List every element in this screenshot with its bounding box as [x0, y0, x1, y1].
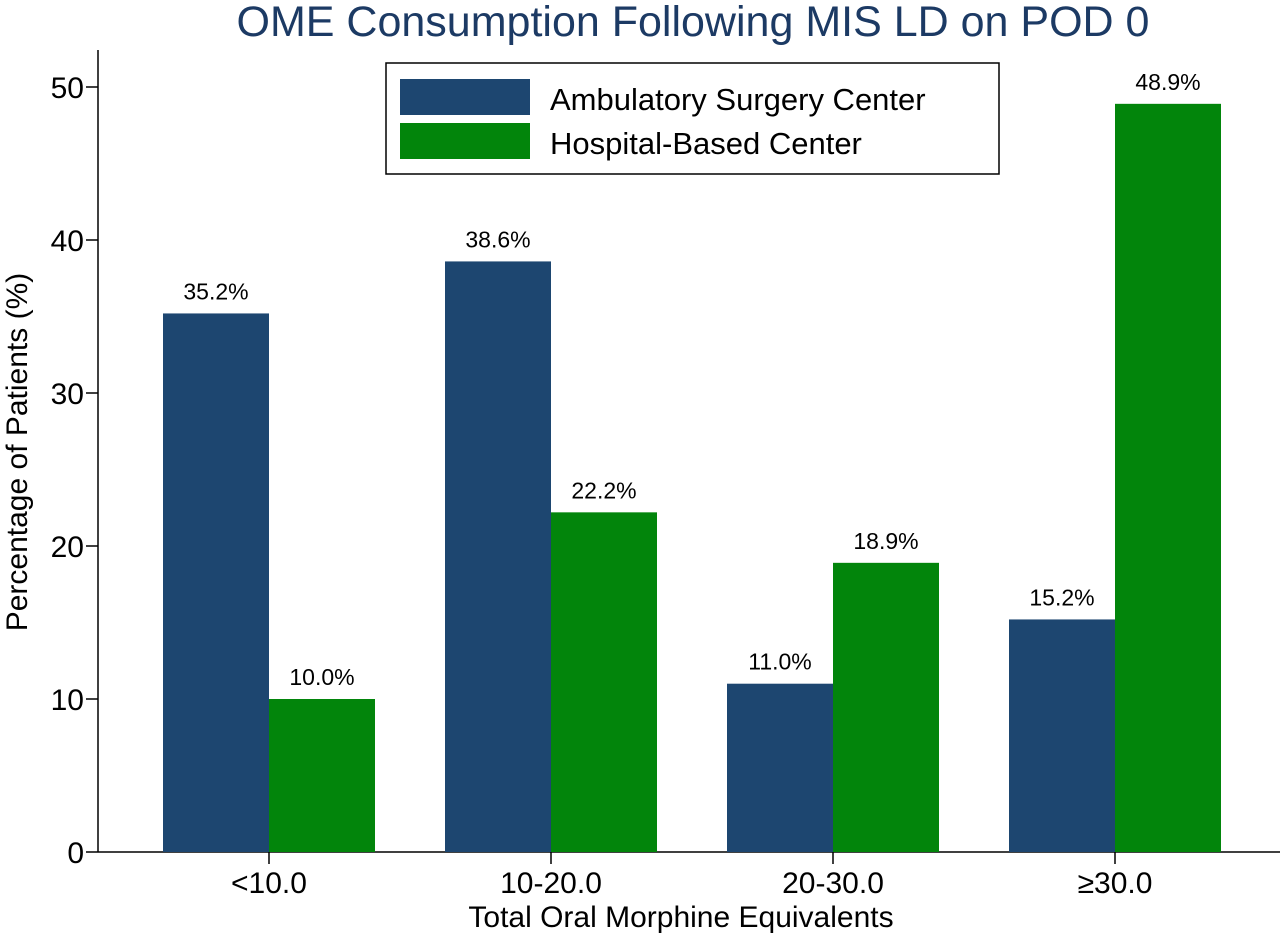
chart-title: OME Consumption Following MIS LD on POD … [237, 0, 1150, 46]
bar-hospital-2 [833, 562, 939, 852]
bar-ambulatory-3 [1009, 619, 1115, 852]
bar-ambulatory-2 [727, 683, 833, 852]
y-tick-label: 30 [51, 378, 84, 411]
bar-hospital-0 [269, 699, 375, 852]
legend-swatch [400, 123, 530, 159]
data-label: 38.6% [465, 226, 530, 252]
data-label: 48.9% [1135, 69, 1200, 95]
y-tick-label: 50 [51, 72, 84, 105]
bar-hospital-1 [551, 512, 657, 852]
legend-label: Hospital-Based Center [550, 126, 862, 161]
x-axis: <10.0 10-20.0 20-30.0 ≥30.0 [98, 851, 1280, 900]
y-tick-label: 0 [67, 837, 84, 870]
bars-group [163, 103, 1221, 852]
y-axis-title: Percentage of Patients (%) [1, 273, 34, 632]
bar-ambulatory-1 [445, 261, 551, 852]
data-label: 11.0% [748, 649, 812, 675]
data-label: 10.0% [289, 664, 354, 690]
legend: Ambulatory Surgery Center Hospital-Based … [385, 62, 1000, 175]
data-label: 22.2% [571, 477, 636, 503]
x-tick-label: 20-30.0 [782, 867, 884, 900]
data-label: 35.2% [183, 278, 248, 304]
bar-hospital-3 [1115, 103, 1221, 852]
x-axis-title: Total Oral Morphine Equivalents [468, 901, 893, 934]
y-tick-label: 20 [51, 531, 84, 564]
legend-swatch [400, 79, 530, 115]
y-tick-label: 40 [51, 225, 84, 258]
bar-ambulatory-0 [163, 313, 269, 852]
x-tick-label: 10-20.0 [500, 867, 602, 900]
data-label: 15.2% [1029, 584, 1094, 610]
x-tick-label: ≥30.0 [1078, 867, 1153, 900]
y-tick-label: 10 [51, 684, 84, 717]
data-labels-group: 35.2% 38.6% 11.0% 15.2% 10.0% 22.2% 18.9% 48.9% [183, 69, 1200, 690]
x-tick-label: <10.0 [231, 867, 307, 900]
y-axis: 0 10 20 30 40 50 [51, 50, 99, 870]
legend-label: Ambulatory Surgery Center [550, 82, 926, 117]
data-label: 18.9% [853, 528, 918, 554]
